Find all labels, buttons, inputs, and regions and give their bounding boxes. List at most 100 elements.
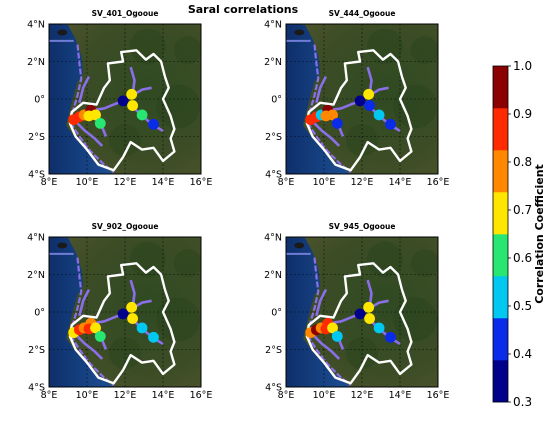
forest-texture	[156, 297, 201, 342]
forest-texture	[156, 84, 201, 129]
colorbar-tick-label: 0.6	[513, 251, 532, 265]
y-tick-label: 4°S	[28, 383, 45, 394]
correlation-point	[117, 95, 129, 107]
x-tick-label: 8°E	[278, 390, 295, 401]
y-tick-label: 2°N	[27, 57, 45, 68]
basin-outline	[305, 262, 413, 385]
colorbar-segment	[493, 234, 508, 277]
colorbar-tick-label: 0.5	[513, 299, 532, 313]
correlation-point	[373, 322, 385, 334]
river	[313, 122, 341, 147]
x-tick-label: 16°E	[427, 390, 450, 401]
x-tick-label: 14°E	[152, 177, 175, 188]
map-panel: SV_401_Ogooue 8°E 10°E 12°E 14°E 16°E 4°N 2°N 0°…	[27, 9, 212, 188]
coastal-waterway	[68, 44, 115, 173]
correlation-point	[148, 118, 159, 130]
correlation-point	[127, 100, 138, 111]
colorbar-segment	[493, 150, 508, 193]
y-tick-label: 4°S	[265, 170, 282, 181]
y-tick-label: 4°N	[27, 20, 45, 31]
map-area	[286, 24, 438, 174]
y-tick-label: 2°N	[264, 57, 282, 68]
forest-texture	[393, 297, 438, 342]
forest-texture	[366, 28, 403, 65]
correlation-point	[354, 308, 366, 320]
map-panel: SV_444_Ogooue 8°E 10°E 12°E 14°E 16°E 4°N 2°N 0°…	[264, 9, 449, 188]
x-tick-label: 14°E	[389, 390, 412, 401]
y-tick-label: 2°S	[28, 132, 45, 143]
panel-frame	[285, 23, 439, 175]
panel-title: SV_444_Ogooue	[329, 9, 396, 18]
island	[57, 242, 68, 249]
map-panel: SV_945_Ogooue 8°E 10°E 12°E 14°E 16°E 4°N 2°N 0°…	[264, 222, 449, 401]
correlation-point	[148, 331, 159, 343]
basin-outline	[68, 262, 176, 385]
correlation-point	[94, 330, 106, 342]
basin-outline	[305, 49, 413, 172]
correlation-point	[136, 109, 148, 121]
x-tick-label: 12°E	[351, 390, 374, 401]
river	[78, 75, 91, 104]
coastal-waterway	[68, 257, 115, 386]
y-tick-label: 2°S	[265, 132, 282, 143]
forest-texture	[129, 28, 166, 65]
y-tick-label: 0°	[34, 308, 45, 319]
y-tick-label: 4°N	[27, 233, 45, 244]
correlation-point	[136, 322, 148, 334]
correlation-point	[364, 313, 375, 324]
panel-title: SV_401_Ogooue	[92, 9, 159, 18]
correlation-point	[327, 322, 338, 334]
panels: SV_401_Ogooue 8°E 10°E 12°E 14°E 16°E 4°N 2°N 0°…	[27, 9, 449, 401]
correlation-point	[94, 117, 106, 129]
x-tick-label: 8°E	[41, 390, 58, 401]
x-tick-label: 16°E	[190, 390, 213, 401]
correlation-point	[327, 109, 338, 121]
colorbar: 0.3 0.4 0.5 0.6 0.7 0.8 0.9 1.0 Correlation Coef…	[492, 59, 546, 409]
river	[78, 288, 91, 317]
correlation-point	[127, 313, 138, 324]
x-tick-label: 10°E	[313, 177, 336, 188]
correlation-point	[126, 88, 138, 100]
correlation-point	[331, 117, 343, 129]
map-area	[49, 237, 201, 387]
river	[76, 335, 104, 360]
forest-texture	[173, 36, 201, 65]
y-tick-label: 2°N	[264, 270, 282, 281]
correlation-point	[363, 88, 375, 100]
y-tick-label: 0°	[271, 95, 282, 106]
x-tick-label: 12°E	[351, 177, 374, 188]
x-tick-label: 10°E	[313, 390, 336, 401]
correlation-point	[126, 301, 138, 313]
correlation-point	[331, 330, 343, 342]
panel-frame	[48, 23, 202, 175]
colorbar-segment	[493, 360, 508, 403]
y-tick-label: 2°S	[265, 345, 282, 356]
y-tick-label: 0°	[34, 95, 45, 106]
island	[57, 29, 68, 36]
panel-title: SV_945_Ogooue	[329, 222, 396, 231]
forest-texture	[410, 36, 438, 65]
correlation-point	[373, 109, 385, 121]
colorbar-segment	[493, 318, 508, 361]
map-panel: SV_902_Ogooue 8°E 10°E 12°E 14°E 16°E 4°N 2°N 0°…	[27, 222, 212, 401]
river	[313, 335, 341, 360]
map-area	[49, 24, 201, 174]
x-tick-label: 12°E	[114, 390, 137, 401]
y-tick-label: 4°S	[265, 383, 282, 394]
panel-frame	[48, 236, 202, 388]
y-tick-label: 0°	[271, 308, 282, 319]
x-tick-label: 8°E	[41, 177, 58, 188]
colorbar-tick-label: 0.8	[513, 155, 532, 169]
correlation-point	[90, 109, 101, 121]
colorbar-tick-label: 0.3	[513, 395, 532, 409]
correlation-point	[354, 95, 366, 107]
panel-title: SV_902_Ogooue	[92, 222, 159, 231]
colorbar-tick-label: 1.0	[513, 59, 532, 73]
coastal-waterway	[305, 257, 352, 386]
colorbar-label: Correlation Coefficient	[533, 164, 546, 304]
forest-texture	[129, 241, 166, 278]
y-tick-label: 2°S	[28, 345, 45, 356]
river	[315, 288, 328, 317]
colorbar-frame	[492, 65, 509, 403]
colorbar-segment	[493, 276, 508, 319]
